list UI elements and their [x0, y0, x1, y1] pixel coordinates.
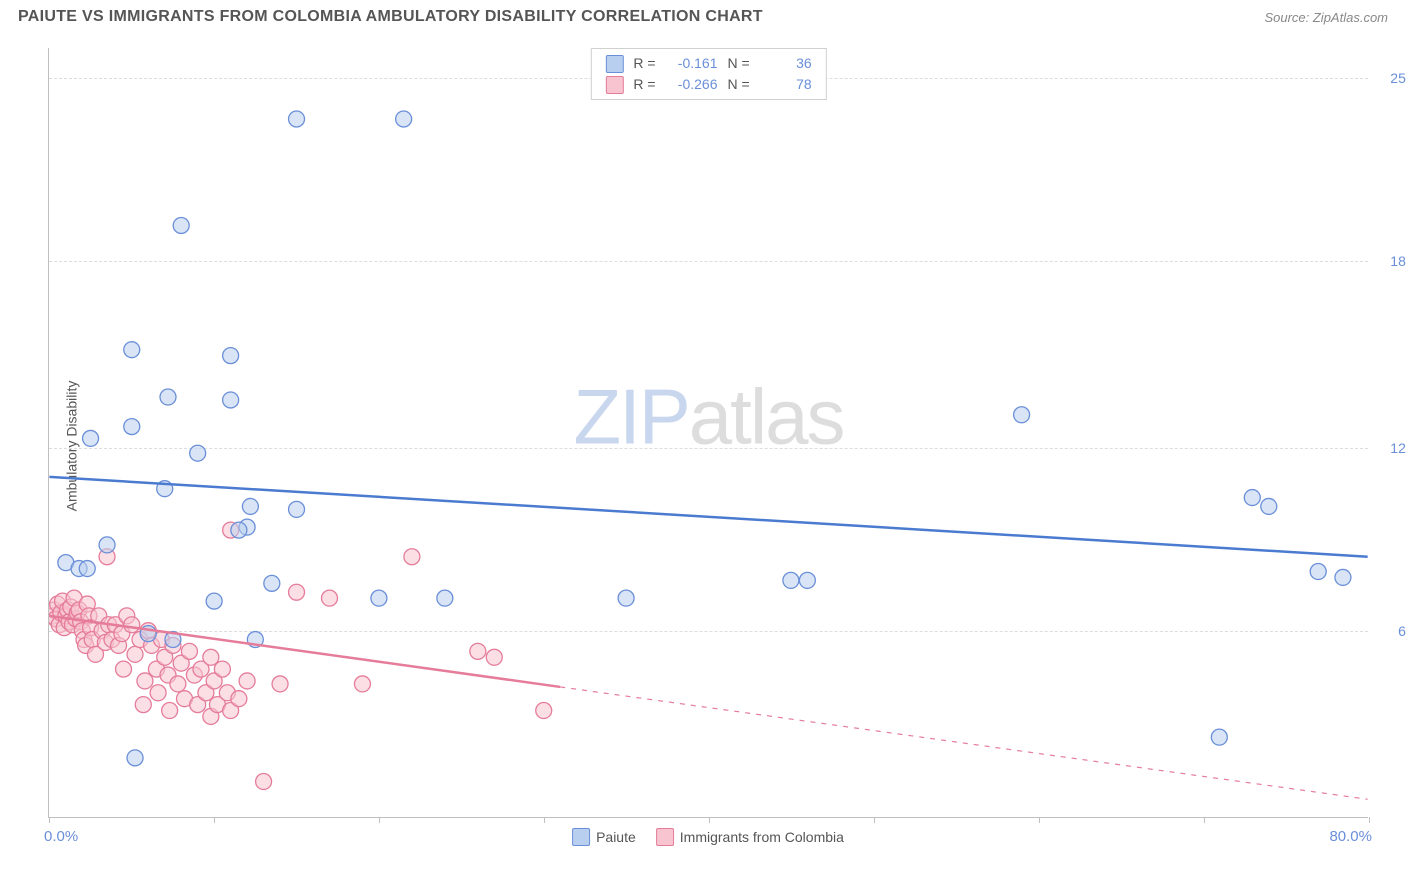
chart-plot-area: ZIPatlas R = -0.161 N = 36 R = -0.266 N … — [48, 48, 1368, 818]
x-tick — [1204, 817, 1205, 823]
data-point — [289, 584, 305, 600]
data-point — [371, 590, 387, 606]
x-tick — [1369, 817, 1370, 823]
data-point — [1014, 407, 1030, 423]
data-point — [223, 348, 239, 364]
data-point — [190, 445, 206, 461]
data-point — [135, 697, 151, 713]
legend-label-a: Paiute — [596, 829, 636, 845]
bottom-legend: Paiute Immigrants from Colombia — [572, 828, 844, 846]
data-point — [1261, 498, 1277, 514]
x-tick — [874, 817, 875, 823]
swatch-series-b — [656, 828, 674, 846]
data-point — [83, 430, 99, 446]
legend-item-a: Paiute — [572, 828, 636, 846]
legend-label-b: Immigrants from Colombia — [680, 829, 844, 845]
data-point — [79, 561, 95, 577]
data-point — [272, 676, 288, 692]
data-point — [1244, 490, 1260, 506]
x-tick — [214, 817, 215, 823]
data-point — [127, 646, 143, 662]
data-point — [124, 419, 140, 435]
swatch-series-a — [572, 828, 590, 846]
y-tick-label: 12.5% — [1390, 440, 1406, 456]
legend-item-b: Immigrants from Colombia — [656, 828, 844, 846]
chart-title: PAIUTE VS IMMIGRANTS FROM COLOMBIA AMBUL… — [18, 8, 763, 26]
data-point — [124, 617, 140, 633]
data-point — [396, 111, 412, 127]
stats-row-b: R = -0.266 N = 78 — [605, 74, 811, 95]
data-point — [162, 703, 178, 719]
stats-row-a: R = -0.161 N = 36 — [605, 53, 811, 74]
data-point — [536, 703, 552, 719]
data-point — [214, 661, 230, 677]
x-max-label: 80.0% — [1329, 828, 1372, 845]
data-point — [173, 217, 189, 233]
y-tick-label: 6.3% — [1398, 623, 1406, 639]
data-point — [116, 661, 132, 677]
data-point — [150, 685, 166, 701]
data-point — [1211, 729, 1227, 745]
data-point — [231, 691, 247, 707]
data-point — [231, 522, 247, 538]
data-point — [206, 593, 222, 609]
x-tick — [49, 817, 50, 823]
swatch-series-b — [605, 76, 623, 94]
data-point — [486, 649, 502, 665]
data-point — [470, 643, 486, 659]
source-attribution: Source: ZipAtlas.com — [1264, 10, 1388, 25]
swatch-series-a — [605, 55, 623, 73]
x-tick — [709, 817, 710, 823]
data-point — [799, 572, 815, 588]
x-tick — [379, 817, 380, 823]
data-point — [289, 501, 305, 517]
data-point — [99, 537, 115, 553]
scatter-svg — [49, 48, 1368, 817]
data-point — [239, 673, 255, 689]
data-point — [322, 590, 338, 606]
data-point — [127, 750, 143, 766]
x-min-label: 0.0% — [44, 828, 78, 845]
data-point — [1335, 569, 1351, 585]
data-point — [256, 774, 272, 790]
data-point — [354, 676, 370, 692]
data-point — [1310, 564, 1326, 580]
data-point — [160, 389, 176, 405]
y-tick-label: 25.0% — [1390, 70, 1406, 86]
data-point — [170, 676, 186, 692]
trend-line-extrapolated — [560, 687, 1367, 799]
data-point — [404, 549, 420, 565]
correlation-stats-box: R = -0.161 N = 36 R = -0.266 N = 78 — [590, 48, 826, 100]
trend-line — [49, 477, 1367, 557]
x-tick — [1039, 817, 1040, 823]
data-point — [289, 111, 305, 127]
data-point — [124, 342, 140, 358]
x-tick — [544, 817, 545, 823]
data-point — [437, 590, 453, 606]
data-point — [618, 590, 634, 606]
data-point — [223, 392, 239, 408]
data-point — [181, 643, 197, 659]
data-point — [242, 498, 258, 514]
data-point — [264, 575, 280, 591]
y-tick-label: 18.8% — [1390, 253, 1406, 269]
data-point — [783, 572, 799, 588]
